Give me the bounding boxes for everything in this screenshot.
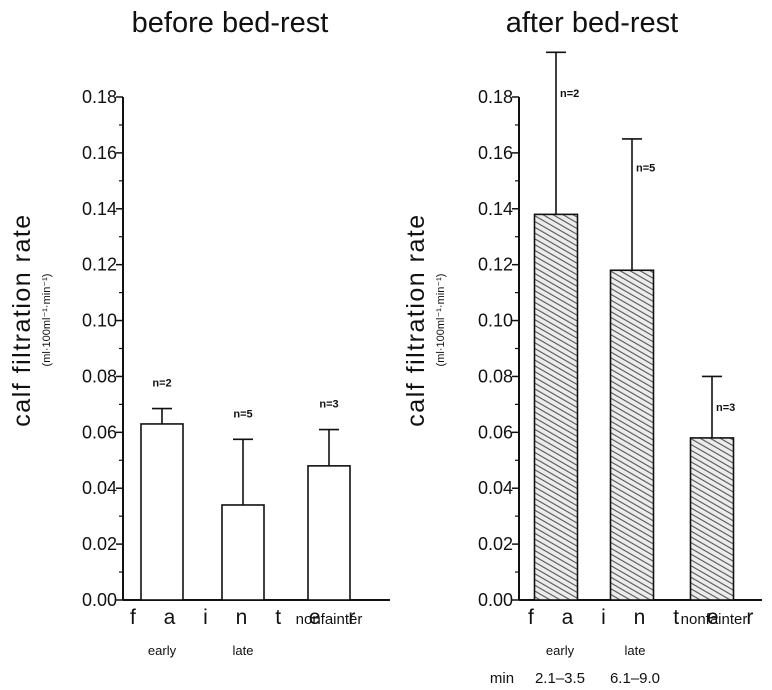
n-label: n=3 xyxy=(319,399,338,411)
axes: 0.00 0.02 0.04 0.06 0.08 0.10 0.12 0.14 0.16 0.18 xyxy=(82,87,390,610)
y-tick-label: 0.04 xyxy=(82,478,117,498)
x-subcategory-label: early xyxy=(546,643,575,658)
y-tick-label: 0.14 xyxy=(478,199,513,219)
n-label: n=3 xyxy=(716,402,735,414)
y-axis-title: calf filtration rate xyxy=(402,213,430,426)
y-axis-title-group: calf filtration rate (ml·100ml⁻¹·min⁻¹) xyxy=(8,213,53,426)
y-tick-label: 0.02 xyxy=(478,534,513,554)
y-tick-label: 0.10 xyxy=(478,311,513,331)
chart-title: before bed-rest xyxy=(132,7,329,39)
y-tick-label: 0.04 xyxy=(478,478,513,498)
y-tick-label: 0.12 xyxy=(82,255,117,275)
bar xyxy=(221,504,265,601)
bar xyxy=(140,423,184,601)
y-axis-title: calf filtration rate xyxy=(8,213,36,426)
y-tick-label: 0.00 xyxy=(478,590,513,610)
bar xyxy=(609,269,655,601)
y-tick-label: 0.14 xyxy=(82,199,117,219)
y-tick-label: 0.08 xyxy=(478,366,513,386)
n-label: n=5 xyxy=(636,162,655,174)
bars: n=2 n=5 n=3 xyxy=(140,378,351,601)
y-tick-label: 0.00 xyxy=(82,590,117,610)
y-tick-label: 0.08 xyxy=(82,366,117,386)
bars: n=2 n=5 n=3 xyxy=(533,51,735,601)
n-label: n=2 xyxy=(560,88,579,100)
y-tick-label: 0.02 xyxy=(82,534,117,554)
y-tick-label: 0.06 xyxy=(82,422,117,442)
n-label: n=5 xyxy=(233,408,252,420)
n-label: n=2 xyxy=(152,378,171,390)
y-tick-label: 0.18 xyxy=(478,87,513,107)
chart-title: after bed-rest xyxy=(506,7,678,39)
x-subcategory-label: late xyxy=(625,643,646,658)
y-axis-unit: (ml·100ml⁻¹·min⁻¹) xyxy=(41,274,53,367)
chart-after-bed-rest: after bed-rest calf filtration rate (ml·… xyxy=(402,7,764,687)
x-range-label: 6.1–9.0 xyxy=(610,670,660,687)
y-tick-label: 0.16 xyxy=(82,143,117,163)
x-category-label: nonfainter xyxy=(296,611,363,628)
x-subcategory-label: early xyxy=(148,643,177,658)
y-tick-label: 0.16 xyxy=(478,143,513,163)
x-subcategory-label: late xyxy=(233,643,254,658)
y-axis-unit: (ml·100ml⁻¹·min⁻¹) xyxy=(435,274,447,367)
x-group-label: f a i n t e r xyxy=(130,606,366,629)
bar xyxy=(689,437,735,601)
min-label: min xyxy=(490,670,514,687)
x-range-label: 2.1–3.5 xyxy=(535,670,585,687)
y-tick-label: 0.10 xyxy=(82,311,117,331)
y-tick-label: 0.18 xyxy=(82,87,117,107)
x-category-label: nonfainter xyxy=(681,611,748,628)
bar xyxy=(533,213,579,601)
y-axis-title-group: calf filtration rate (ml·100ml⁻¹·min⁻¹) xyxy=(402,213,447,426)
chart-before-bed-rest: before bed-rest calf filtration rate (ml… xyxy=(8,7,390,658)
y-tick-label: 0.06 xyxy=(478,422,513,442)
y-tick-label: 0.12 xyxy=(478,255,513,275)
bar xyxy=(307,465,351,601)
x-group-label: f a i n t e r xyxy=(528,606,764,629)
